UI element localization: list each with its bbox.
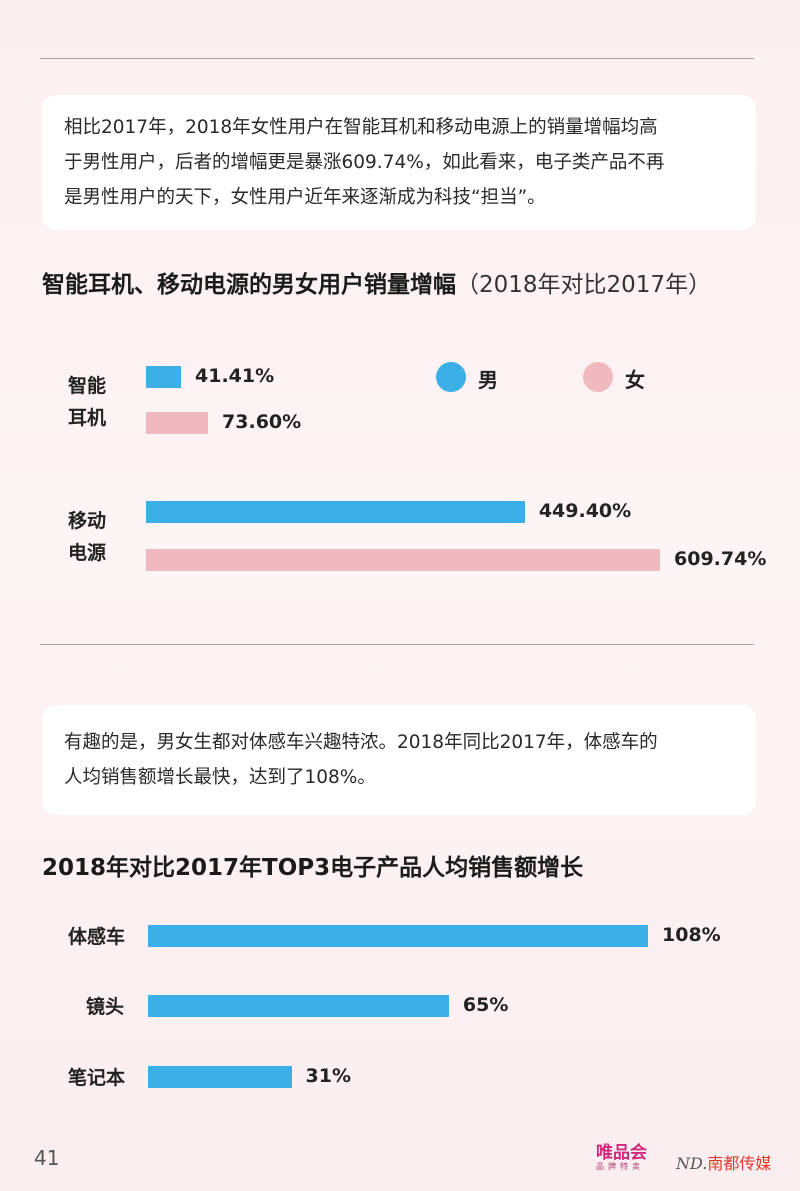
legend-male-label: 男 (478, 368, 498, 392)
intro-1-line-1: 相比2017年，2018年女性用户在智能耳机和移动电源上的销量增幅均高 (64, 117, 658, 138)
chart-2-title: 2018年对比2017年TOP3电子产品人均销售额增长 (42, 855, 584, 881)
top-divider (40, 58, 754, 59)
middle-divider (40, 644, 754, 645)
chart-1-bar-powerbank-female (146, 549, 660, 571)
chart-1-category-2-line-1: 移动 (68, 510, 107, 532)
intro-card-1: 相比2017年，2018年女性用户在智能耳机和移动电源上的销量增幅均高 于男性用… (42, 95, 756, 230)
chart-1-bar-earphone-male (146, 366, 181, 388)
chart-1-category-1-line-2: 耳机 (68, 407, 107, 429)
intro-2-line-1: 有趣的是，男女生都对体感车兴趣特浓。2018年同比2017年，体感车的 (64, 732, 658, 753)
chart-1-bar-earphone-female (146, 412, 209, 434)
nandu-media-logo: ND.南都传媒 (676, 1150, 771, 1174)
vip-logo-text: 唯品会 (596, 1143, 647, 1163)
chart-2-bar-laptop (148, 1066, 292, 1088)
chart-1-category-2-line-2: 电源 (68, 542, 107, 564)
chart-2-category-1: 体感车 (68, 926, 126, 948)
chart-1-category-1-line-1: 智能 (68, 375, 107, 397)
chart-1-label-powerbank-male: 449.40% (538, 500, 632, 522)
page-number: 41 (34, 1146, 60, 1170)
chart-1-title: 智能耳机、移动电源的男女用户销量增幅（2018年对比2017年） (42, 265, 711, 299)
legend-male-swatch (436, 362, 466, 392)
chart-1-subtitle: （2018年对比2017年） (456, 272, 712, 298)
legend-female-swatch (583, 362, 613, 392)
chart-1-category-1: 智能 耳机 (68, 370, 106, 434)
legend-female-label: 女 (625, 368, 645, 392)
intro-card-2: 有趣的是，男女生都对体感车兴趣特浓。2018年同比2017年，体感车的 人均销售… (42, 705, 756, 815)
chart-1-label-powerbank-female: 609.74% (674, 548, 767, 570)
chart-2-label-balance-car: 108% (662, 924, 721, 946)
intro-1-line-2: 于男性用户，后者的增幅更是暴涨609.74%，如此看来，电子类产品不再 (64, 152, 665, 173)
chart-2-bar-balance-car (148, 925, 648, 947)
intro-2-line-2: 人均销售额增长最快，达到了108%。 (64, 767, 376, 788)
chart-1-title-text: 智能耳机、移动电源的男女用户销量增幅 (42, 272, 456, 298)
chart-1-bar-powerbank-male (146, 501, 525, 523)
nandu-logo-text: 南都传媒 (707, 1154, 772, 1173)
chart-1-category-2: 移动 电源 (68, 505, 106, 569)
intro-1-line-3: 是男性用户的天下，女性用户近年来逐渐成为科技“担当”。 (64, 187, 546, 208)
chart-2-category-2: 镜头 (86, 996, 125, 1018)
chart-1-label-earphone-female: 73.60% (222, 411, 302, 433)
vip-logo: 唯品会 品牌特卖 (596, 1144, 647, 1172)
chart-2-bar-lens (148, 995, 449, 1017)
chart-2-category-3: 笔记本 (68, 1067, 126, 1089)
chart-1-label-earphone-male: 41.41% (195, 365, 275, 387)
chart-2-label-laptop: 31% (305, 1065, 351, 1087)
nandu-logo-mark: ND. (676, 1154, 708, 1173)
vip-logo-subtext: 品牌特卖 (596, 1162, 644, 1171)
chart-2-label-lens: 65% (462, 994, 509, 1016)
